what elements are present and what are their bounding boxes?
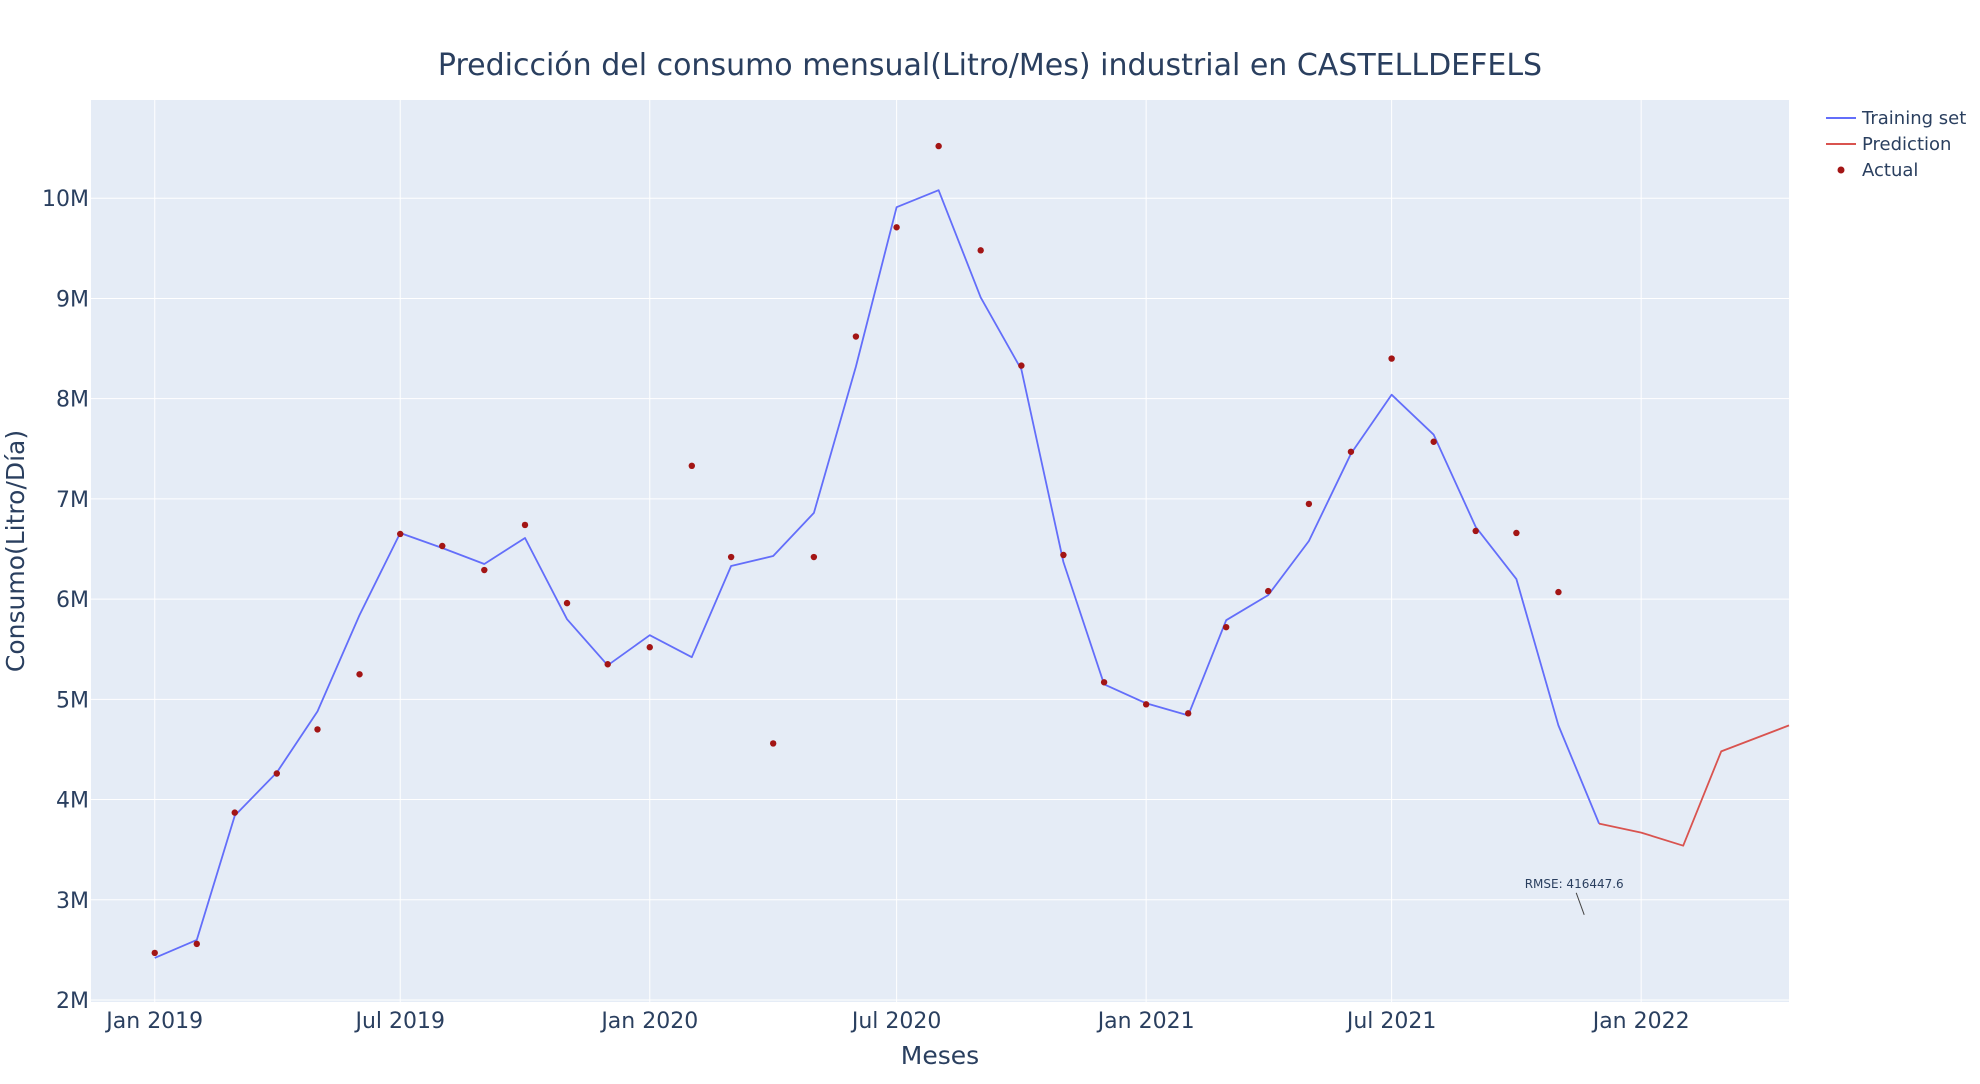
actual-point	[1018, 362, 1025, 369]
y-tick-label: 8M	[56, 388, 89, 413]
actual-point	[688, 462, 696, 470]
y-tick-label: 10M	[42, 187, 89, 212]
legend-label: Training set	[1861, 108, 1966, 129]
plot-area	[91, 100, 1789, 1002]
actual-point	[1347, 448, 1355, 455]
grid	[91, 100, 1789, 1002]
actual-point	[521, 521, 529, 529]
actual-point	[231, 809, 238, 816]
actual-point	[481, 566, 488, 574]
actual-point	[1222, 623, 1230, 631]
tick-labels: 2M 3M 4M 5M 6M 7M 8M 9M 10M Jan 2019 Jul 2019 Jan 2…	[42, 187, 1690, 1034]
actual-point	[439, 542, 446, 550]
x-tick-label: Jan 2021	[1096, 1009, 1195, 1034]
actual-point	[810, 553, 818, 561]
x-tick-label: Jan 2020	[599, 1009, 698, 1034]
actual-point	[727, 553, 735, 561]
actual-point	[273, 770, 281, 777]
legend-item-training-set[interactable]: Training set	[1826, 108, 1966, 129]
actual-point	[397, 530, 404, 538]
legend-marker-swatch	[1837, 166, 1845, 174]
y-tick-label: 4M	[56, 789, 89, 814]
y-tick-label: 7M	[56, 488, 89, 513]
y-tick-label: 5M	[56, 688, 89, 713]
actual-point	[151, 949, 158, 957]
legend-item-actual[interactable]: Actual	[1837, 160, 1919, 181]
y-tick-label: 3M	[56, 889, 89, 914]
actual-point	[193, 940, 200, 948]
actual-point	[1265, 587, 1272, 595]
x-tick-label: Jan 2019	[104, 1009, 203, 1034]
y-axis-title: Consumo(Litro/Día)	[1, 430, 30, 672]
chart-title: Predicción del consumo mensual(Litro/Mes…	[438, 48, 1542, 83]
x-tick-label: Jul 2019	[353, 1009, 445, 1034]
actual-point	[1100, 679, 1108, 686]
rmse-annotation: RMSE: 416447.6	[1525, 877, 1624, 891]
legend-item-prediction[interactable]: Prediction	[1826, 134, 1951, 155]
x-tick-label: Jan 2022	[1591, 1009, 1690, 1034]
y-tick-label: 2M	[56, 989, 89, 1014]
actual-point	[1142, 701, 1150, 708]
actual-point	[769, 740, 777, 747]
actual-point	[977, 247, 984, 254]
actual-point	[563, 599, 571, 607]
series-line-prediction	[1598, 724, 1790, 847]
actual-point	[935, 142, 942, 150]
actual-point	[604, 661, 611, 668]
actual-point	[1472, 527, 1479, 535]
actual-point	[646, 644, 653, 651]
y-tick-label: 6M	[56, 588, 89, 613]
legend-label: Actual	[1862, 160, 1918, 181]
actual-point	[852, 333, 860, 340]
x-tick-label: Jul 2021	[1345, 1009, 1437, 1034]
legend-label: Prediction	[1862, 134, 1951, 155]
x-axis-title: Meses	[901, 1041, 979, 1070]
actual-point	[1305, 500, 1313, 508]
actual-point	[893, 224, 900, 231]
legend[interactable]: Training set Prediction Actual	[1826, 108, 1966, 181]
actual-point	[1430, 438, 1437, 445]
series-layer	[151, 142, 1790, 959]
annotation-layer: RMSE: 416447.6	[1525, 877, 1624, 915]
actual-point	[1184, 710, 1192, 717]
actual-point	[356, 671, 363, 678]
series-line-training-set	[154, 189, 1600, 959]
annotation-arrow	[1575, 892, 1585, 915]
x-tick-label: Jul 2020	[850, 1009, 942, 1034]
actual-point	[1513, 529, 1520, 537]
actual-point	[1555, 588, 1562, 596]
y-tick-label: 9M	[56, 287, 89, 312]
actual-point	[1060, 551, 1067, 559]
actual-point	[1388, 355, 1395, 362]
actual-point	[314, 726, 321, 733]
